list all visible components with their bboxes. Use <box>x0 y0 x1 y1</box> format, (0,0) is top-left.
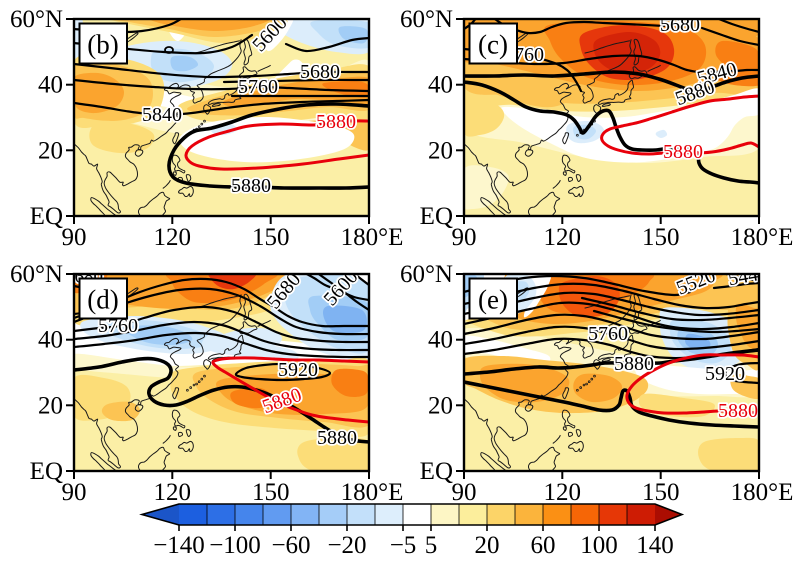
svg-text:150: 150 <box>252 224 290 251</box>
svg-text:(b): (b) <box>87 30 118 60</box>
svg-text:5880: 5880 <box>316 111 356 133</box>
svg-text:(e): (e) <box>478 285 508 315</box>
svg-text:60°N: 60°N <box>400 6 453 33</box>
svg-text:−5: −5 <box>390 532 417 559</box>
svg-text:40: 40 <box>428 72 453 99</box>
svg-text:5880: 5880 <box>663 141 703 163</box>
svg-text:(d): (d) <box>87 285 118 315</box>
svg-text:5760: 5760 <box>588 323 628 345</box>
svg-text:40: 40 <box>38 72 63 99</box>
svg-text:20: 20 <box>38 392 63 419</box>
svg-text:EQ: EQ <box>30 458 63 485</box>
svg-text:140: 140 <box>636 532 674 559</box>
svg-text:60: 60 <box>531 532 556 559</box>
svg-text:5880: 5880 <box>718 400 758 422</box>
svg-text:5920: 5920 <box>278 359 318 381</box>
svg-text:60°N: 60°N <box>400 261 453 288</box>
svg-text:−60: −60 <box>271 532 310 559</box>
svg-text:20: 20 <box>428 392 453 419</box>
svg-text:150: 150 <box>642 224 680 251</box>
svg-text:20: 20 <box>38 137 63 164</box>
svg-text:−100: −100 <box>209 532 261 559</box>
svg-text:EQ: EQ <box>420 458 453 485</box>
svg-text:90: 90 <box>62 224 87 251</box>
svg-text:100: 100 <box>580 532 618 559</box>
svg-text:120: 120 <box>544 224 582 251</box>
svg-text:150: 150 <box>252 479 290 506</box>
svg-text:90: 90 <box>452 479 477 506</box>
svg-text:120: 120 <box>544 479 582 506</box>
svg-text:60°N: 60°N <box>10 6 63 33</box>
svg-text:5680: 5680 <box>660 14 700 36</box>
svg-text:180°E: 180°E <box>341 224 404 251</box>
svg-text:−20: −20 <box>327 532 366 559</box>
svg-text:−140: −140 <box>153 532 205 559</box>
svg-text:150: 150 <box>642 479 680 506</box>
svg-text:90: 90 <box>452 224 477 251</box>
svg-text:5760: 5760 <box>238 76 278 98</box>
svg-text:40: 40 <box>428 327 453 354</box>
svg-text:180°E: 180°E <box>341 479 404 506</box>
svg-text:5880: 5880 <box>231 175 271 197</box>
svg-text:5880: 5880 <box>317 427 357 449</box>
svg-text:5: 5 <box>425 532 438 559</box>
svg-text:40: 40 <box>38 327 63 354</box>
svg-text:120: 120 <box>154 224 192 251</box>
svg-text:120: 120 <box>154 479 192 506</box>
svg-text:5680: 5680 <box>300 61 340 83</box>
svg-text:180°E: 180°E <box>731 224 794 251</box>
svg-text:180°E: 180°E <box>731 479 794 506</box>
svg-text:(c): (c) <box>478 30 508 60</box>
svg-text:20: 20 <box>428 137 453 164</box>
svg-text:EQ: EQ <box>420 203 453 230</box>
svg-text:5840: 5840 <box>142 104 182 126</box>
svg-text:EQ: EQ <box>30 203 63 230</box>
svg-text:20: 20 <box>475 532 500 559</box>
svg-text:5880: 5880 <box>614 353 654 375</box>
svg-text:60°N: 60°N <box>10 261 63 288</box>
svg-text:90: 90 <box>62 479 87 506</box>
svg-text:5920: 5920 <box>705 363 745 385</box>
